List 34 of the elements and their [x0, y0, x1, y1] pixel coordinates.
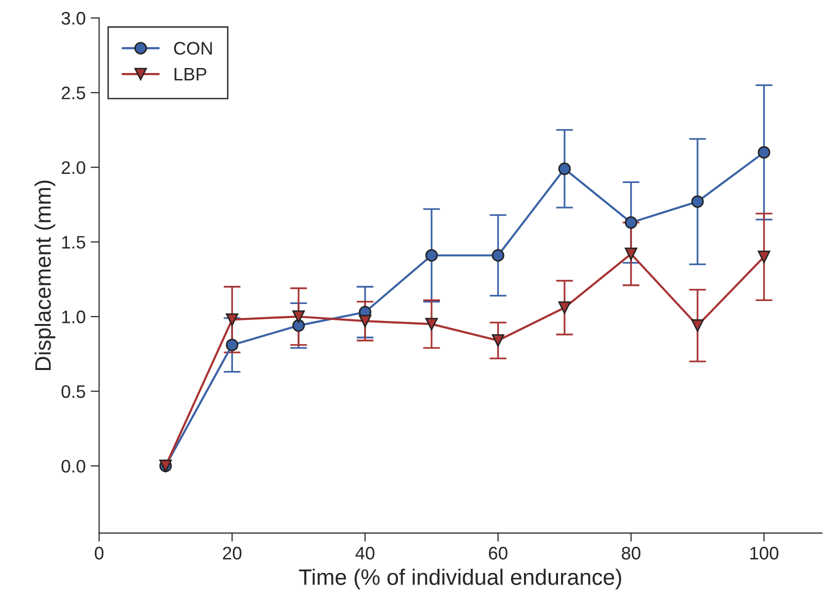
- x-tick-label: 0: [94, 546, 104, 560]
- point: [558, 162, 571, 176]
- point: [558, 301, 571, 314]
- point: [758, 250, 770, 264]
- y-tick-label: 0.5: [62, 385, 86, 398]
- y-tick-label: 2.5: [62, 86, 86, 100]
- point: [758, 146, 770, 159]
- point: [226, 313, 238, 326]
- point: [425, 318, 438, 330]
- y-axis-title: Displacement (mm): [34, 180, 56, 370]
- y-tick-label: 1.5: [62, 236, 86, 249]
- point: [624, 248, 638, 260]
- x-axis-title: Time (% of individual endurance): [299, 568, 622, 590]
- point: [425, 249, 438, 262]
- legend-label: CON: [174, 42, 212, 55]
- x-tick-label: 40: [355, 546, 374, 560]
- y-tick-label: 3.0: [62, 12, 86, 25]
- point: [292, 319, 305, 332]
- point: [358, 314, 372, 328]
- x-tick-label: 20: [222, 546, 242, 560]
- point: [691, 195, 704, 208]
- x-tick-label: 60: [488, 546, 508, 560]
- legend-label: LBP: [174, 68, 206, 80]
- point: [292, 310, 305, 323]
- y-tick-label: 1.0: [62, 310, 86, 324]
- point: [691, 319, 704, 332]
- x-tick-label: 80: [622, 546, 640, 560]
- point: [492, 334, 504, 347]
- point: [226, 338, 238, 352]
- y-tick-label: 0.0: [62, 460, 86, 473]
- point: [624, 216, 638, 229]
- x-tick-label: 100: [750, 546, 778, 560]
- y-tick-label: 2.0: [62, 161, 86, 174]
- point: [492, 249, 504, 262]
